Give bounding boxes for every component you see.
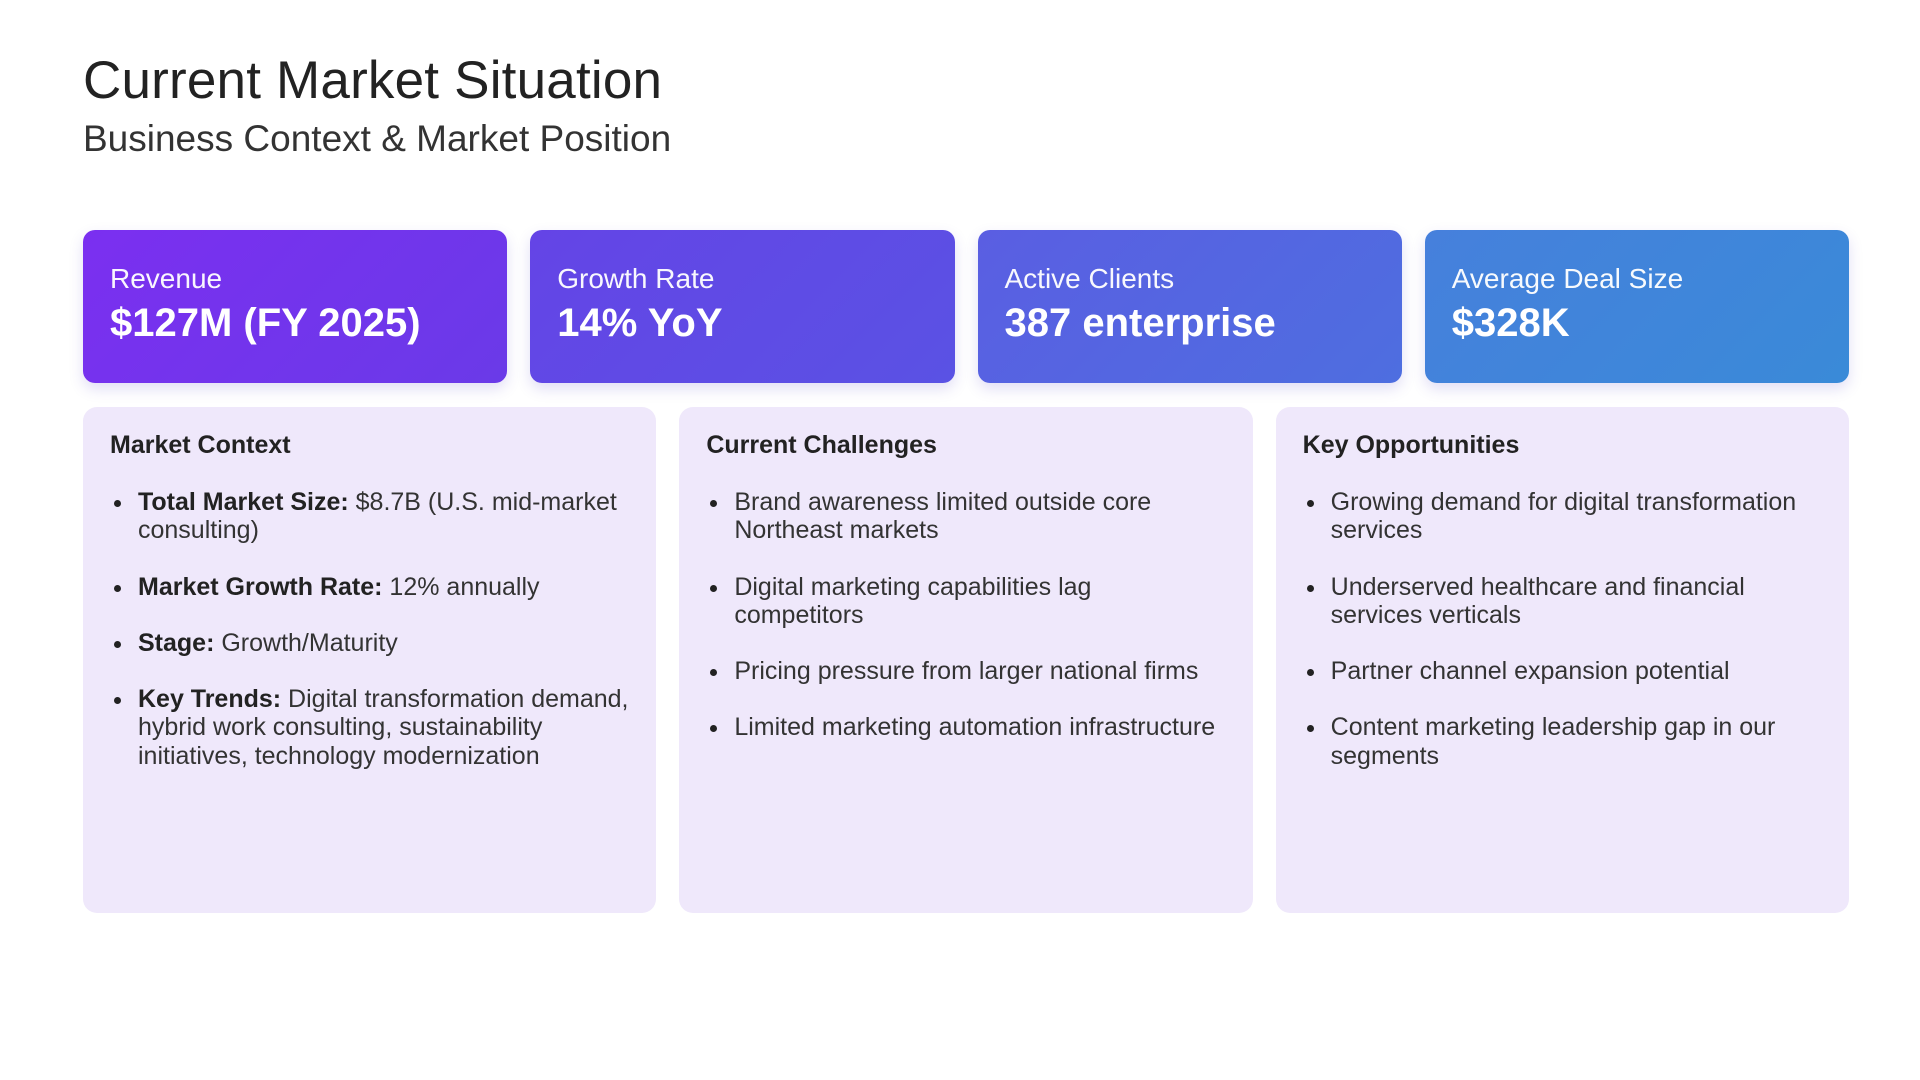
metric-card-active-clients: Active Clients 387 enterprise: [977, 230, 1402, 383]
item-text: Partner channel expansion potential: [1330, 657, 1730, 685]
metric-label: Average Deal Size: [1451, 263, 1684, 294]
bullet-icon: [710, 725, 718, 733]
item-label: Total Market Size:: [138, 488, 349, 516]
item-text: Growing demand for digital transformatio…: [1330, 488, 1797, 545]
metric-value: $127M (FY 2025): [110, 300, 421, 345]
bullet-icon: [1306, 669, 1314, 676]
panel-title: Key Opportunities: [1302, 431, 1520, 459]
list-item: Brand awareness limited outside core Nor…: [706, 488, 1225, 545]
list-item: Key Trends: Digital transformation deman…: [110, 685, 629, 770]
page-subtitle: Business Context & Market Position: [83, 118, 672, 159]
item-text: Underserved healthcare and financial ser…: [1330, 572, 1745, 629]
bullet-icon: [114, 697, 121, 704]
metric-card-average-deal-size: Average Deal Size $328K: [1424, 230, 1849, 383]
list-item: Total Market Size: $8.7B (U.S. mid-marke…: [110, 488, 629, 545]
bullet-icon: [114, 584, 121, 592]
bullet-icon: [1306, 584, 1314, 592]
metric-card-revenue: Revenue $127M (FY 2025): [83, 230, 508, 383]
bullet-icon: [710, 584, 718, 592]
metric-label: Active Clients: [1004, 263, 1175, 294]
item-label: Stage:: [138, 628, 215, 657]
metric-value: 387 enterprise: [1004, 300, 1276, 345]
metric-card-growth-rate: Growth Rate 14% YoY: [530, 230, 955, 383]
bullet-icon: [114, 500, 121, 507]
item-text: Digital marketing capabilities lag compe…: [734, 572, 1092, 629]
metric-value: 14% YoY: [557, 300, 723, 345]
item-text: Limited marketing automation infrastruct…: [734, 713, 1216, 742]
list-item: Stage: Growth/Maturity: [110, 629, 629, 657]
opportunities-list: Growing demand for digital transformatio…: [1303, 488, 1822, 770]
metric-label: Growth Rate: [557, 263, 715, 294]
page-title: Current Market Situation: [83, 51, 663, 110]
panel-market-context: Market Context Total Market Size: $8.7B …: [83, 407, 657, 913]
item-label: Market Growth Rate:: [138, 572, 383, 601]
challenges-list: Brand awareness limited outside core Nor…: [706, 488, 1225, 742]
bullet-icon: [1306, 725, 1314, 733]
item-text: Brand awareness limited outside core Nor…: [734, 488, 1152, 545]
bullet-icon: [710, 669, 718, 676]
item-text: 12% annually: [382, 572, 540, 601]
list-item: Digital marketing capabilities lag compe…: [706, 573, 1225, 630]
list-item: Partner channel expansion potential: [1303, 657, 1822, 685]
bullet-icon: [710, 500, 718, 507]
market-context-list: Total Market Size: $8.7B (U.S. mid-marke…: [110, 488, 629, 770]
list-item: Pricing pressure from larger national fi…: [706, 657, 1225, 685]
item-text: $8.7B (U.S. mid-market consulting): [138, 488, 617, 545]
panels-row: Market Context Total Market Size: $8.7B …: [83, 407, 1849, 913]
item-text: Pricing pressure from larger national fi…: [734, 657, 1199, 685]
item-label: Key Trends:: [138, 685, 282, 713]
list-item: Limited marketing automation infrastruct…: [706, 713, 1225, 741]
list-item: Underserved healthcare and financial ser…: [1303, 573, 1822, 630]
list-item: Content marketing leadership gap in our …: [1303, 713, 1822, 770]
panel-current-challenges: Current Challenges Brand awareness limit…: [679, 407, 1253, 913]
metric-label: Revenue: [110, 263, 223, 294]
item-text: Digital transformation demand, hybrid wo…: [138, 685, 629, 770]
panel-key-opportunities: Key Opportunities Growing demand for dig…: [1275, 407, 1849, 913]
metrics-row: Revenue $127M (FY 2025) Growth Rate 14% …: [83, 230, 1849, 383]
item-text: Growth/Maturity: [214, 628, 398, 657]
item-text: Content marketing leadership gap in our …: [1330, 713, 1776, 770]
list-item: Growing demand for digital transformatio…: [1303, 488, 1822, 545]
bullet-icon: [1306, 500, 1314, 507]
list-item: Market Growth Rate: 12% annually: [110, 573, 629, 601]
panel-title: Current Challenges: [706, 431, 937, 459]
metric-value: $328K: [1451, 300, 1570, 345]
panel-title: Market Context: [110, 431, 291, 459]
bullet-icon: [114, 640, 121, 648]
